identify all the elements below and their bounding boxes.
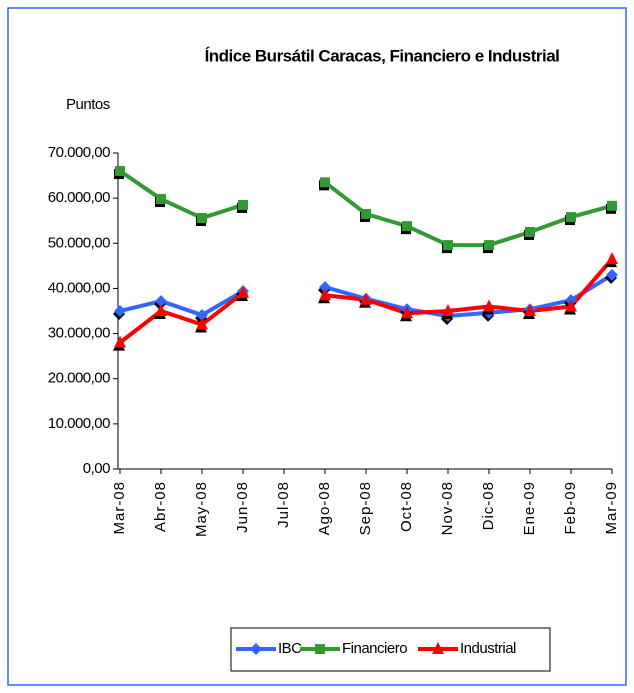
point xyxy=(565,299,577,312)
y-tick-label: 10.000,00 xyxy=(48,415,110,432)
point xyxy=(607,200,617,211)
point xyxy=(606,268,618,281)
legend-marker xyxy=(250,643,262,655)
point xyxy=(114,335,126,348)
legend-marker xyxy=(432,642,444,654)
point xyxy=(443,240,453,251)
point xyxy=(155,295,167,308)
point xyxy=(320,177,330,188)
series-line xyxy=(118,169,613,248)
x-tick-label: Jul-08 xyxy=(275,481,292,528)
y-tick-label: 20.000,00 xyxy=(48,370,110,387)
series-line xyxy=(118,257,614,345)
x-tick-label: May-08 xyxy=(193,481,210,537)
point xyxy=(484,240,494,251)
chart-title: Índice Bursátil Caracas, Financiero e In… xyxy=(205,46,560,65)
x-tick-label: Abr-08 xyxy=(152,481,169,532)
x-tick-label: Feb-09 xyxy=(562,481,579,535)
point xyxy=(156,194,166,205)
x-tick-label: Mar-08 xyxy=(111,481,128,535)
x-tick-label: Jun-08 xyxy=(234,481,251,533)
legend-label: Financiero xyxy=(342,640,407,657)
point xyxy=(606,252,618,265)
y-axis-label: Puntos xyxy=(66,96,110,113)
point xyxy=(237,285,249,298)
point xyxy=(196,317,208,330)
point xyxy=(525,227,535,237)
point xyxy=(361,208,371,219)
x-tick-label: Ago-08 xyxy=(316,481,333,535)
point xyxy=(360,292,372,305)
y-tick-label: 30.000,00 xyxy=(48,325,110,342)
y-tick-label: 70.000,00 xyxy=(48,144,110,161)
point xyxy=(114,305,126,317)
point xyxy=(401,306,413,319)
point xyxy=(442,304,454,316)
point xyxy=(238,199,248,210)
point xyxy=(483,299,495,312)
x-tick-label: Dic-08 xyxy=(480,481,497,530)
point xyxy=(402,221,412,232)
x-tick-label: Nov-08 xyxy=(439,481,456,535)
y-tick-label: 40.000,00 xyxy=(48,279,110,296)
point xyxy=(196,309,208,322)
y-tick-label: 0,00 xyxy=(83,460,110,477)
x-tick-label: Oct-08 xyxy=(398,481,415,532)
legend-label: Industrial xyxy=(460,640,516,657)
x-tick-label: Ene-09 xyxy=(521,481,538,535)
point xyxy=(319,281,331,294)
frame xyxy=(7,7,627,686)
x-tick-label: Mar-09 xyxy=(603,481,620,535)
point xyxy=(155,304,167,316)
x-tick-label: Sep-08 xyxy=(357,481,374,535)
y-tick-label: 60.000,00 xyxy=(48,189,110,206)
point xyxy=(197,213,207,224)
point xyxy=(319,288,331,301)
point xyxy=(566,212,576,223)
point xyxy=(524,304,536,316)
y-tick-label: 50.000,00 xyxy=(48,234,110,251)
point xyxy=(115,166,125,177)
legend-box xyxy=(230,627,551,672)
legend-label: IBC xyxy=(278,640,302,657)
legend-marker xyxy=(315,644,325,654)
